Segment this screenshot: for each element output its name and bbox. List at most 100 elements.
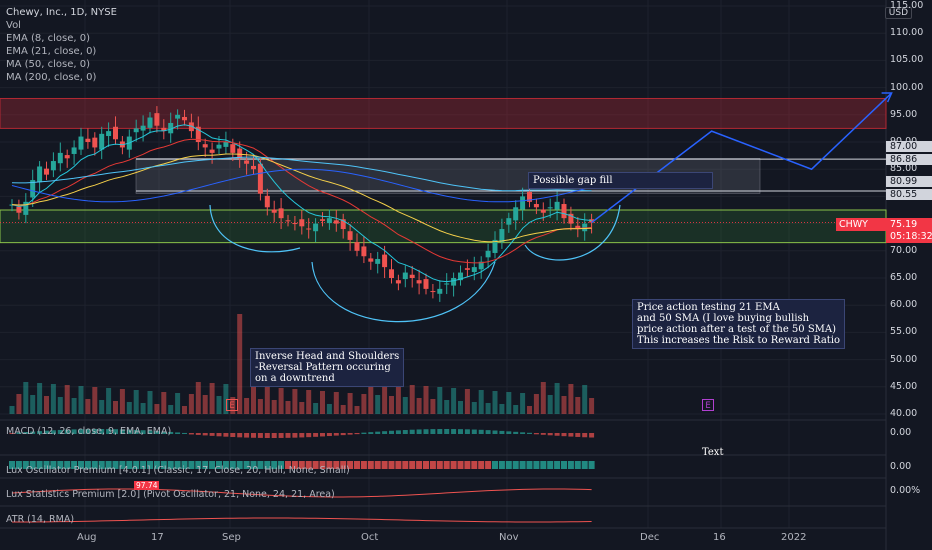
macd-histogram-bar [182,432,187,434]
lux-osc-bar [133,461,140,469]
legend-ema8[interactable]: EMA (8, close, 0) [6,33,90,44]
macd-histogram-bar [492,430,498,434]
macd-histogram-bar [340,433,346,436]
lux-osc-bar [395,461,402,469]
lux-osc-bar [181,461,188,469]
candle-body [589,219,595,223]
candle-body [161,127,167,132]
candle-body [326,218,332,224]
lux-osc-bar [216,461,222,469]
macd-histogram-bar [313,433,319,437]
earnings-marker-past[interactable]: E [226,399,238,411]
volume-bar [37,383,43,414]
currency-badge[interactable]: USD [884,7,912,19]
macd-histogram-bar [92,429,98,434]
candle-body [547,207,553,209]
lux-osc-bar [188,461,195,469]
level-tag-80-99[interactable]: 80.99 [886,176,932,187]
candle-body [492,239,498,253]
pane-label-macd[interactable]: MACD (12, 26, close, 9, EMA, EMA) [6,426,172,437]
pane-label-lux-statistics[interactable]: Lux Statistics Premium [2.0] (Pivot Osci… [6,489,335,500]
annotation-text[interactable]: Text [702,447,724,458]
pane-label-atr[interactable]: ATR (14, RMA) [6,514,75,525]
price-tick: 40.00 [890,408,918,419]
price-tick: 50.00 [890,353,918,365]
volume-bar [333,392,339,414]
level-tag-80-55[interactable]: 80.55 [886,189,932,200]
price-action-line-4: This increases the Risk to Reward Ratio [637,335,841,346]
volume-bar [209,383,215,414]
chart-grid [0,0,887,550]
lux-osc-bar [43,461,50,469]
annotation-price-action[interactable]: Price action testing 21 EMA and 50 SMA (… [632,299,846,349]
volume-bar [451,388,457,414]
lux-osc-bar [457,461,464,469]
macd-histogram-bar [23,432,29,434]
lux-osc-bar [429,461,436,469]
lux-osc-bar [340,461,347,469]
lux-osc-bar [147,461,153,469]
legend-vol[interactable]: Vol [6,20,21,31]
legend-ma50[interactable]: MA (50, close, 0) [6,59,91,70]
volume-bar [223,384,229,414]
volume-bar [16,394,22,414]
volume-bar [133,390,139,414]
lux-osc-bar [312,461,319,469]
candle-body [278,208,284,219]
macd-histogram-bar [368,432,374,434]
lux-osc-bar [271,461,278,469]
lux-osc-bar [236,461,243,469]
candle-body [513,207,519,221]
candle-body [50,161,56,171]
legend-ema21[interactable]: EMA (21, close, 0) [6,46,97,57]
earnings-marker-upcoming[interactable]: E [702,399,714,411]
legend-ma200[interactable]: MA (200, close, 0) [6,72,97,83]
lux-osc-bar [98,461,105,469]
level-tag-87[interactable]: 87.00 [886,141,932,152]
volume-bar [554,383,560,414]
macd-histogram-bar [64,429,70,434]
lux-osc-bar [298,461,305,469]
price-action-line-2: and 50 SMA (I love buying bullish [637,313,810,324]
volume-bar [389,396,394,414]
candle-body [202,144,208,148]
lux-osc-bar [71,461,78,469]
macd-histogram-bar [540,433,546,435]
volume-bar [313,403,319,414]
annotation-gap-fill[interactable]: Possible gap fill [528,172,713,189]
lux-osc-bar [374,461,381,469]
macd-histogram-bar [278,433,284,438]
macd-histogram-bar [202,433,208,436]
macd-histogram-bar [513,431,519,434]
lux-osc-bar [326,461,333,469]
candle-body [430,291,436,293]
bar-countdown: 05:18:32 [886,230,932,243]
macd-histogram-bar [223,433,229,437]
lux-osc-bar [360,461,367,469]
candle-body [182,116,187,121]
volume-bar [430,399,436,414]
lux-osc-bar [222,461,229,469]
macd-histogram-bar [506,431,512,434]
volume-bar [30,395,36,414]
candle-body [520,196,526,210]
support-zone [0,209,887,244]
macd-histogram-bar [188,433,194,435]
macd-histogram-bar [161,431,167,434]
annotation-inverse-hs[interactable]: Inverse Head and Shoulders -Reversal Pat… [250,348,405,387]
level-tag-86-86[interactable]: 86.86 [886,154,932,165]
macd-histogram-bar [147,430,153,434]
macd-histogram-bar [126,429,132,434]
lux-osc-bar [464,461,471,469]
macd-histogram-bar [402,430,408,434]
candle-body [154,113,160,126]
volume-bar [64,385,70,414]
pane-label-lux-oscillator[interactable]: Lux Oscillator Premium [4.0.1] (Classic,… [6,465,350,476]
price-tick: 70.00 [890,244,918,256]
volume-bar [354,406,360,414]
inverse-hs-line-2: -Reversal Pattern occuring [255,362,391,373]
candle-body [554,201,560,210]
volume-bar [23,382,29,414]
projection-arrowhead [881,92,893,103]
